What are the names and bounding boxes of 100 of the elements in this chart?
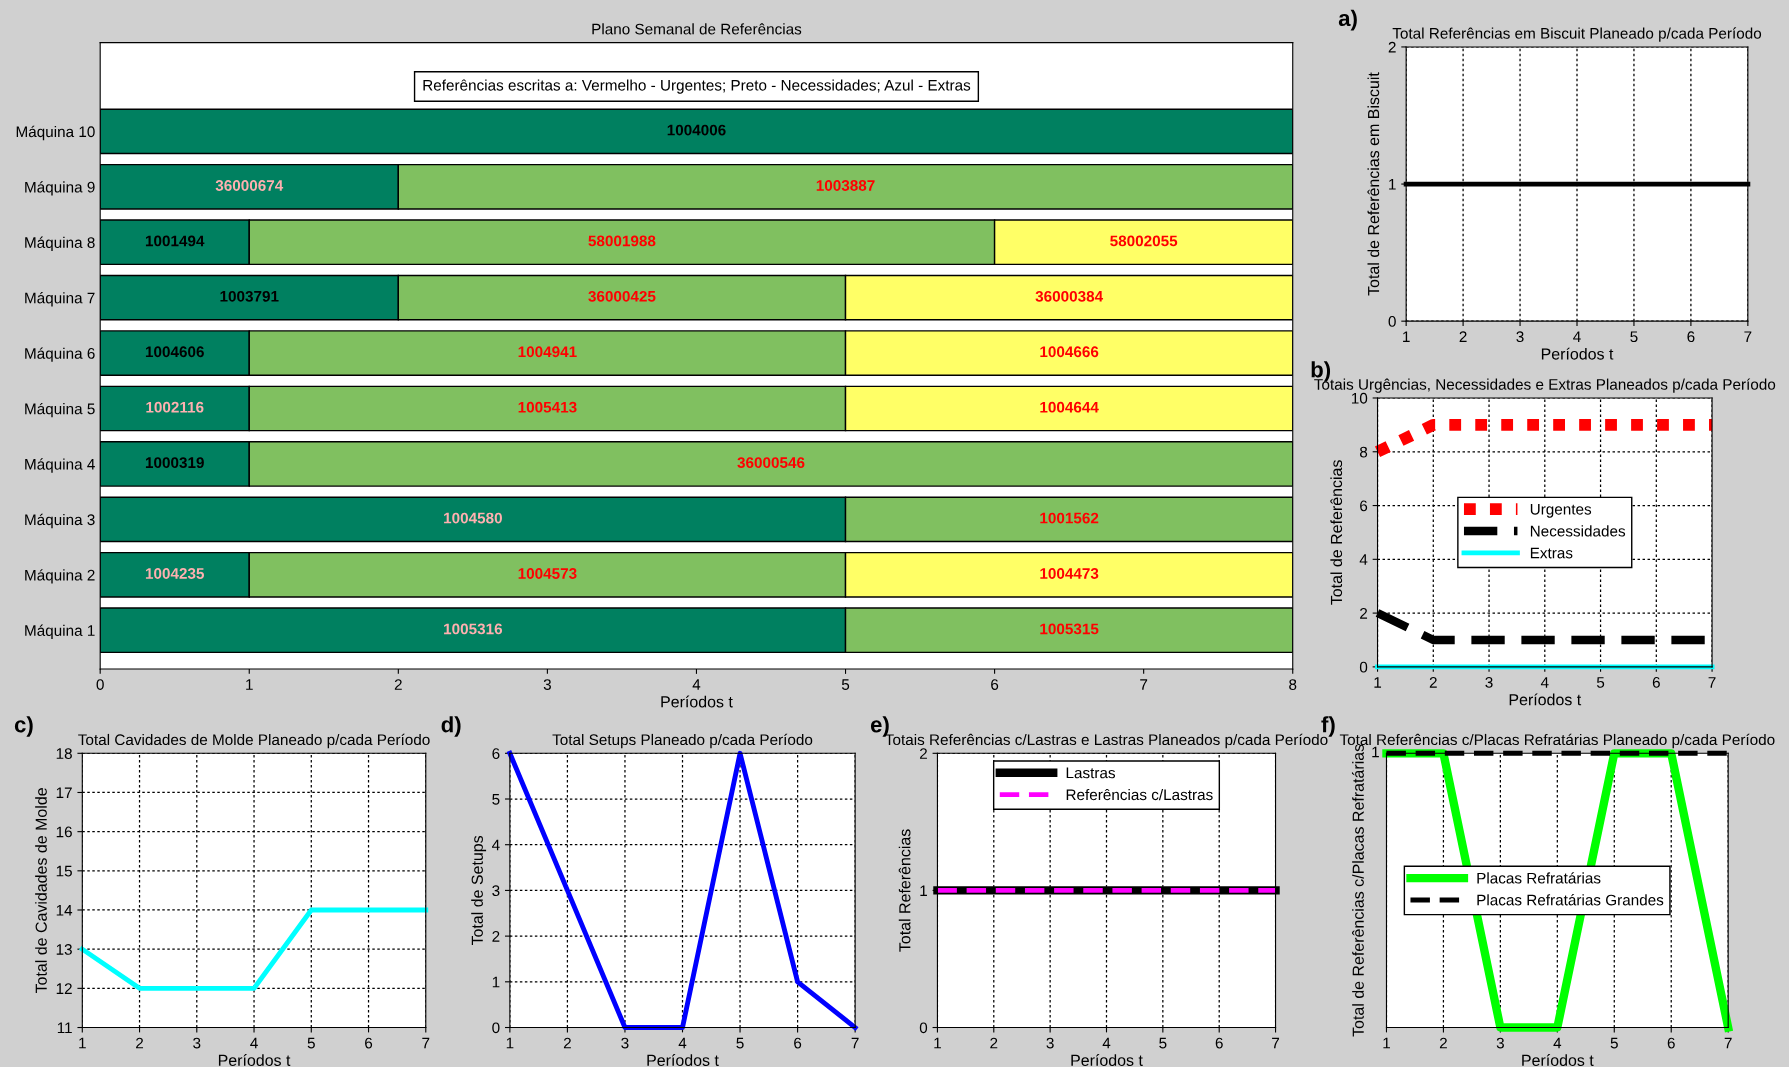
annotation: 36000384 bbox=[1035, 290, 1104, 302]
annotation: 1000319 bbox=[145, 457, 204, 469]
x-tick-label: 5 bbox=[1159, 1037, 1167, 1049]
x-tick-label: 1 bbox=[1403, 331, 1410, 342]
x-tick-label: 6 bbox=[794, 1037, 802, 1049]
x-tick-label: 5 bbox=[307, 1037, 315, 1049]
y-tick-label: Máquina 8 bbox=[25, 236, 95, 252]
x-tick-label: 3 bbox=[193, 1037, 201, 1049]
x-tick-label: 7 bbox=[851, 1037, 859, 1049]
x-tick-label: 6 bbox=[1667, 1037, 1675, 1049]
x-tick-label: 5 bbox=[1610, 1037, 1618, 1049]
y-tick-label: 0 bbox=[492, 1022, 500, 1034]
y-axis-title: Total de Referências bbox=[1330, 460, 1343, 605]
annotation: 1004235 bbox=[145, 568, 205, 579]
y-tick-label: Máquina 1 bbox=[25, 624, 95, 640]
x-tick-label: 1 bbox=[79, 1037, 86, 1049]
legend-label: Placas Refratárias Grandes bbox=[1477, 894, 1664, 906]
y-tick-label: 1 bbox=[1389, 179, 1396, 190]
annotation: 1004941 bbox=[518, 346, 577, 358]
x-tick-label: 3 bbox=[621, 1037, 629, 1049]
x-tick-label: 3 bbox=[1516, 331, 1524, 343]
x-tick-label: 7 bbox=[1140, 679, 1148, 690]
y-tick-label: 1 bbox=[492, 976, 500, 988]
annotation: 58002055 bbox=[1110, 235, 1178, 247]
x-tick-label: 4 bbox=[678, 1037, 687, 1049]
text: d) bbox=[441, 716, 461, 737]
x-tick-label: 2 bbox=[394, 679, 402, 690]
x-tick-label: 3 bbox=[1496, 1037, 1504, 1049]
y-axis-title: Total de Referências c/Placas Refratárias bbox=[1351, 744, 1364, 1037]
y-tick-label: Máquina 5 bbox=[25, 402, 95, 418]
annotation: 1004573 bbox=[518, 568, 577, 579]
legend-label: Necessidades bbox=[1530, 525, 1626, 537]
y-tick-label: 0 bbox=[919, 1022, 928, 1034]
text: c) bbox=[14, 716, 33, 737]
chart-title: Total Setups Planeado p/cada Período bbox=[552, 733, 813, 749]
annotation: 1004644 bbox=[1040, 401, 1099, 413]
legend-label: Extras bbox=[1530, 547, 1573, 559]
chart-title: Plano Semanal de Referências bbox=[592, 23, 802, 35]
y-tick-label: 6 bbox=[492, 748, 500, 759]
x-tick-label: 0 bbox=[96, 679, 104, 690]
annotation: 1005413 bbox=[518, 401, 577, 413]
x-axis-title: Períodos t bbox=[1071, 1054, 1143, 1066]
annotation: 1004580 bbox=[444, 512, 502, 524]
y-tick-label: 1 bbox=[920, 885, 927, 896]
y-tick-label: 5 bbox=[492, 794, 500, 805]
x-tick-label: 6 bbox=[1215, 1037, 1223, 1049]
y-tick-label: 11 bbox=[57, 1022, 72, 1034]
x-tick-label: 4 bbox=[1540, 677, 1549, 688]
x-tick-label: 6 bbox=[991, 679, 999, 690]
y-tick-label: 0 bbox=[1388, 316, 1396, 327]
y-axis-title: Total de Cavidades de Molde bbox=[35, 788, 47, 994]
x-axis-title: Períodos t bbox=[1541, 347, 1614, 360]
y-tick-label: 2 bbox=[1388, 41, 1396, 53]
y-tick-label: 0 bbox=[1359, 661, 1368, 673]
annotation: 1002116 bbox=[146, 401, 204, 413]
legend-label: Urgentes bbox=[1530, 503, 1592, 518]
y-tick-label: 13 bbox=[56, 944, 72, 955]
y-tick-label: 2 bbox=[492, 930, 500, 942]
chart-title: Total Referências em Biscuit Planeado p/cada Período bbox=[1392, 27, 1762, 42]
annotation: 58001988 bbox=[588, 235, 656, 247]
annotation: 1003887 bbox=[816, 180, 875, 191]
annotation: 1004606 bbox=[145, 346, 204, 358]
annotation: 36000425 bbox=[588, 290, 656, 302]
x-tick-label: 5 bbox=[1630, 331, 1638, 343]
y-tick-label: 15 bbox=[56, 865, 72, 877]
y-axis-title: Total de Setups bbox=[471, 835, 487, 946]
legend-label: Referências c/Lastras bbox=[1066, 788, 1213, 801]
annotation: 1005315 bbox=[1040, 623, 1099, 635]
x-tick-label: 6 bbox=[1687, 331, 1695, 343]
annotation: 1004473 bbox=[1040, 568, 1099, 579]
x-tick-label: 2 bbox=[563, 1037, 571, 1049]
y-tick-label: 17 bbox=[56, 787, 72, 799]
y-tick-label: Máquina 7 bbox=[25, 292, 95, 307]
annotation: 1001562 bbox=[1040, 512, 1099, 524]
x-tick-label: 4 bbox=[692, 679, 701, 690]
x-axis-title: Períodos t bbox=[218, 1054, 291, 1066]
x-tick-label: 5 bbox=[736, 1037, 744, 1049]
x-tick-label: 5 bbox=[841, 679, 850, 690]
x-tick-label: 1 bbox=[1374, 677, 1382, 688]
y-tick-label: 18 bbox=[56, 748, 72, 759]
y-tick-label: 2 bbox=[1360, 607, 1368, 619]
text: a) bbox=[1338, 9, 1357, 31]
annotation: 1004666 bbox=[1040, 346, 1099, 358]
x-tick-label: 7 bbox=[1744, 331, 1752, 342]
y-tick-label: 14 bbox=[56, 905, 73, 916]
x-tick-label: 1 bbox=[506, 1037, 514, 1049]
x-tick-label: 8 bbox=[1289, 679, 1297, 690]
x-tick-label: 7 bbox=[1272, 1037, 1280, 1049]
chart-title: Total Cavidades de Molde Planeado p/cada Período bbox=[78, 733, 430, 749]
y-tick-label: Máquina 3 bbox=[25, 513, 95, 529]
x-axis-title: Períodos t bbox=[661, 695, 733, 708]
y-tick-label: Máquina 2 bbox=[25, 569, 95, 584]
y-tick-label: 4 bbox=[492, 839, 500, 851]
x-axis-title: Períodos t bbox=[1509, 693, 1582, 706]
y-axis-title: Total de Referências em Biscuit bbox=[1367, 72, 1380, 296]
x-tick-label: 3 bbox=[543, 679, 551, 690]
y-tick-label: 8 bbox=[1359, 446, 1368, 458]
y-tick-label: Máquina 9 bbox=[25, 181, 95, 196]
annotation: 36000546 bbox=[737, 457, 805, 469]
x-tick-label: 4 bbox=[1102, 1037, 1111, 1049]
